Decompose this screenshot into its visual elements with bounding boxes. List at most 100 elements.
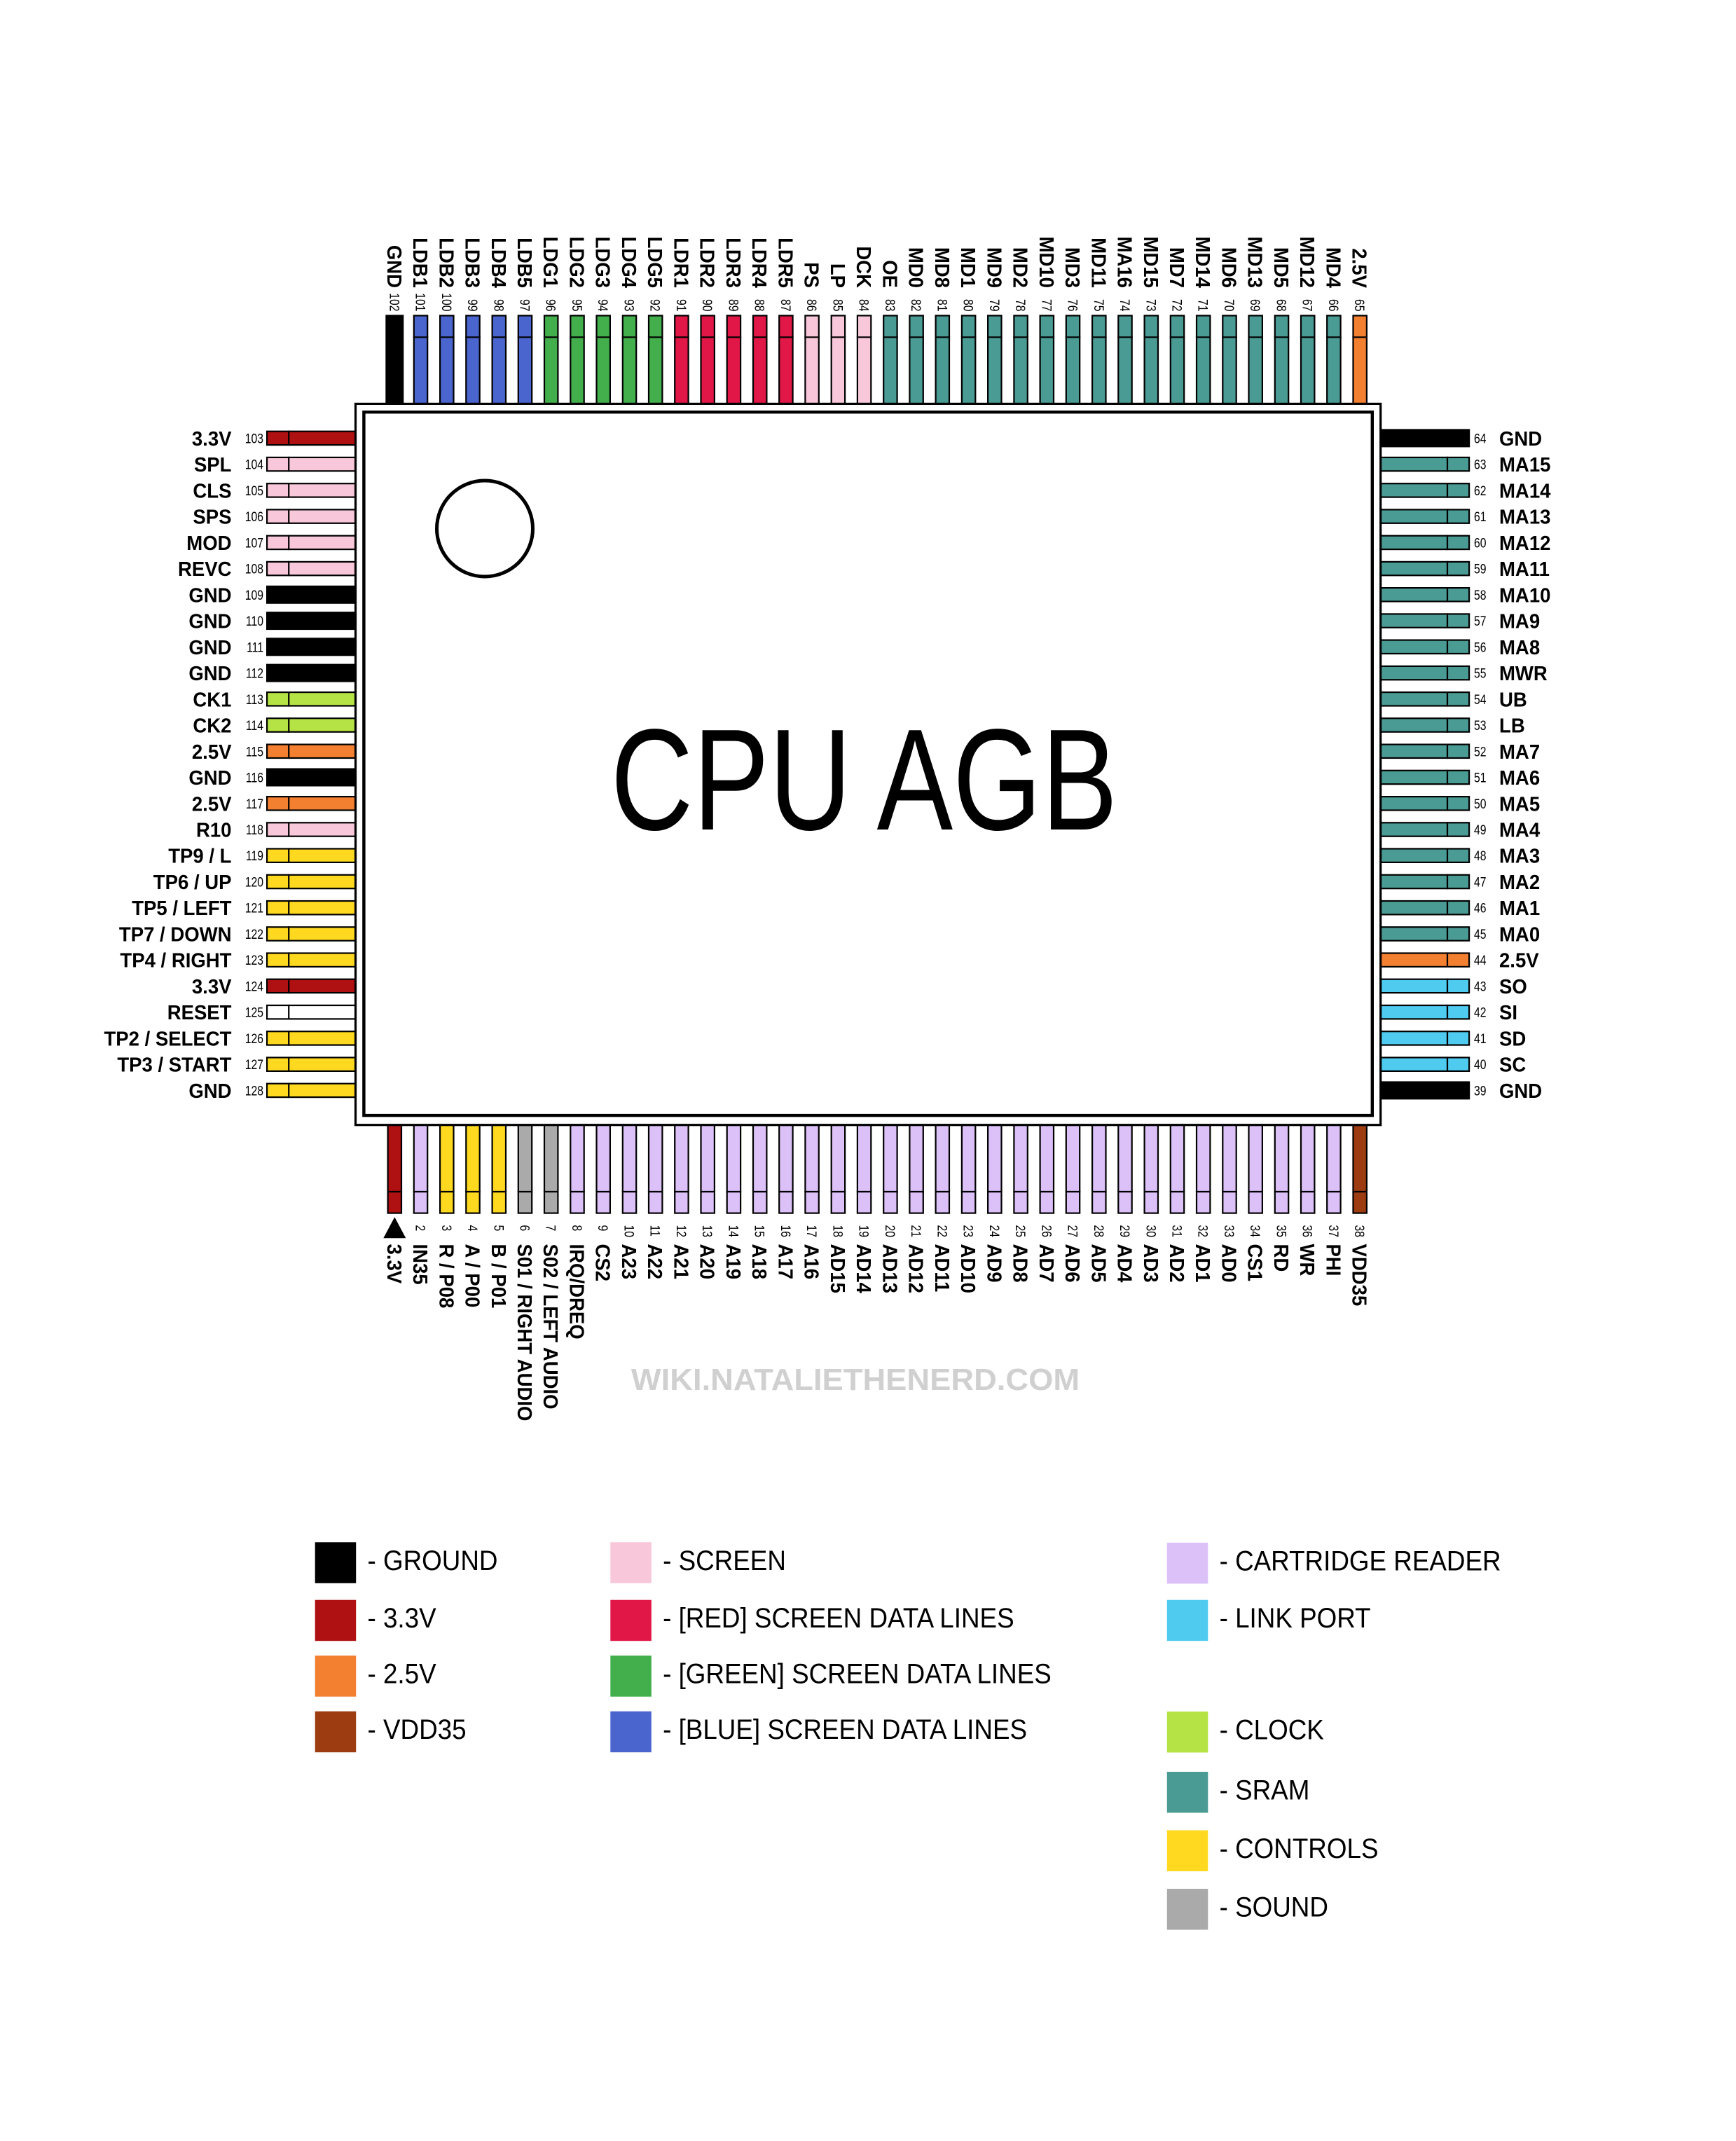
svg-text:121: 121 xyxy=(245,900,263,916)
svg-text:126: 126 xyxy=(245,1031,263,1046)
svg-text:GND: GND xyxy=(188,766,231,789)
svg-text:SPS: SPS xyxy=(193,505,231,528)
svg-text:R / P08: R / P08 xyxy=(435,1244,458,1309)
svg-text:REVC: REVC xyxy=(178,557,231,580)
svg-text:37: 37 xyxy=(1326,1225,1342,1238)
svg-text:52: 52 xyxy=(1474,744,1487,759)
svg-text:3.3V: 3.3V xyxy=(192,975,232,998)
svg-text:82: 82 xyxy=(909,299,924,312)
svg-text:LDB1: LDB1 xyxy=(409,237,432,288)
svg-text:41: 41 xyxy=(1474,1031,1487,1046)
svg-text:93: 93 xyxy=(621,299,637,312)
svg-text:MA11: MA11 xyxy=(1499,557,1550,580)
svg-text:107: 107 xyxy=(245,535,263,551)
svg-text:SPL: SPL xyxy=(194,453,232,476)
svg-text:AD5: AD5 xyxy=(1087,1244,1110,1283)
svg-text:110: 110 xyxy=(246,614,263,629)
svg-text:94: 94 xyxy=(595,299,611,312)
svg-text:29: 29 xyxy=(1117,1225,1133,1238)
svg-text:MD5: MD5 xyxy=(1270,247,1293,288)
svg-text:104: 104 xyxy=(245,457,263,472)
svg-text:LDR5: LDR5 xyxy=(774,237,797,288)
svg-text:53: 53 xyxy=(1474,718,1487,734)
svg-text:AD7: AD7 xyxy=(1035,1244,1059,1283)
svg-text:DCK: DCK xyxy=(853,246,876,288)
svg-text:62: 62 xyxy=(1474,483,1487,498)
svg-text:16: 16 xyxy=(778,1225,794,1238)
svg-text:RD: RD xyxy=(1270,1244,1293,1272)
svg-text:CK2: CK2 xyxy=(193,714,231,737)
svg-text:LDG1: LDG1 xyxy=(539,237,563,288)
svg-text:AD8: AD8 xyxy=(1009,1244,1032,1283)
svg-text:46: 46 xyxy=(1474,900,1487,916)
svg-text:50: 50 xyxy=(1474,796,1487,811)
svg-text:4: 4 xyxy=(465,1225,481,1232)
svg-text:38: 38 xyxy=(1352,1225,1368,1238)
svg-text:2: 2 xyxy=(413,1225,428,1232)
svg-text:- VDD35: - VDD35 xyxy=(368,1714,467,1746)
svg-text:MA16: MA16 xyxy=(1113,237,1136,288)
svg-text:MD12: MD12 xyxy=(1296,237,1319,288)
svg-text:2.5V: 2.5V xyxy=(1349,248,1372,288)
svg-text:19: 19 xyxy=(856,1225,872,1238)
svg-text:A16: A16 xyxy=(800,1244,823,1280)
svg-text:20: 20 xyxy=(883,1225,898,1238)
svg-text:3.3V: 3.3V xyxy=(192,427,232,450)
svg-text:84: 84 xyxy=(856,299,872,312)
svg-text:42: 42 xyxy=(1474,1005,1487,1020)
svg-text:8: 8 xyxy=(570,1225,585,1232)
svg-text:113: 113 xyxy=(246,691,263,707)
svg-text:- SRAM: - SRAM xyxy=(1220,1775,1310,1806)
svg-text:22: 22 xyxy=(935,1225,950,1238)
svg-text:77: 77 xyxy=(1039,299,1054,312)
svg-text:95: 95 xyxy=(570,299,585,312)
svg-text:AD12: AD12 xyxy=(904,1244,928,1293)
svg-text:LDR1: LDR1 xyxy=(670,237,693,288)
svg-text:CS1: CS1 xyxy=(1244,1244,1267,1282)
svg-text:68: 68 xyxy=(1274,299,1289,312)
svg-text:13: 13 xyxy=(700,1225,715,1238)
svg-text:- LINK PORT: - LINK PORT xyxy=(1220,1603,1371,1634)
svg-text:78: 78 xyxy=(1013,299,1028,312)
svg-text:57: 57 xyxy=(1474,614,1487,629)
svg-text:11: 11 xyxy=(647,1225,663,1237)
svg-text:33: 33 xyxy=(1222,1225,1237,1238)
svg-text:96: 96 xyxy=(543,299,558,312)
svg-text:- CONTROLS: - CONTROLS xyxy=(1220,1833,1379,1865)
svg-text:A / P00: A / P00 xyxy=(461,1244,484,1308)
svg-text:AD11: AD11 xyxy=(931,1244,954,1293)
svg-text:23: 23 xyxy=(960,1225,976,1238)
svg-text:MD9: MD9 xyxy=(983,247,1006,288)
svg-text:100: 100 xyxy=(439,293,454,311)
svg-text:44: 44 xyxy=(1474,953,1487,968)
svg-text:74: 74 xyxy=(1117,299,1133,312)
svg-text:GND: GND xyxy=(188,610,231,633)
svg-text:31: 31 xyxy=(1169,1225,1185,1238)
svg-text:LDR2: LDR2 xyxy=(696,237,719,288)
svg-text:10: 10 xyxy=(621,1225,637,1238)
svg-text:- GROUND: - GROUND xyxy=(368,1545,498,1576)
svg-text:99: 99 xyxy=(465,299,481,312)
svg-text:GND: GND xyxy=(188,1079,231,1102)
svg-text:61: 61 xyxy=(1474,509,1487,525)
svg-text:90: 90 xyxy=(700,299,715,312)
svg-text:MA10: MA10 xyxy=(1499,584,1550,607)
svg-text:TP4 / RIGHT: TP4 / RIGHT xyxy=(120,949,231,972)
svg-text:72: 72 xyxy=(1169,299,1185,312)
svg-text:75: 75 xyxy=(1091,299,1106,312)
svg-text:124: 124 xyxy=(245,979,263,994)
svg-text:MD3: MD3 xyxy=(1061,247,1084,288)
svg-text:5: 5 xyxy=(491,1225,507,1232)
svg-text:CK1: CK1 xyxy=(193,688,231,711)
svg-text:PS: PS xyxy=(800,262,823,288)
svg-text:7: 7 xyxy=(543,1225,558,1232)
svg-text:- [RED] SCREEN DATA LINES: - [RED] SCREEN DATA LINES xyxy=(663,1603,1014,1634)
svg-text:AD14: AD14 xyxy=(853,1244,876,1294)
svg-text:MA3: MA3 xyxy=(1499,844,1540,867)
svg-text:RESET: RESET xyxy=(167,1001,232,1024)
svg-text:- CARTRIDGE READER: - CARTRIDGE READER xyxy=(1220,1545,1501,1577)
svg-text:18: 18 xyxy=(830,1225,846,1238)
svg-text:CS2: CS2 xyxy=(592,1244,615,1282)
svg-text:123: 123 xyxy=(245,953,263,968)
svg-text:76: 76 xyxy=(1065,299,1080,312)
